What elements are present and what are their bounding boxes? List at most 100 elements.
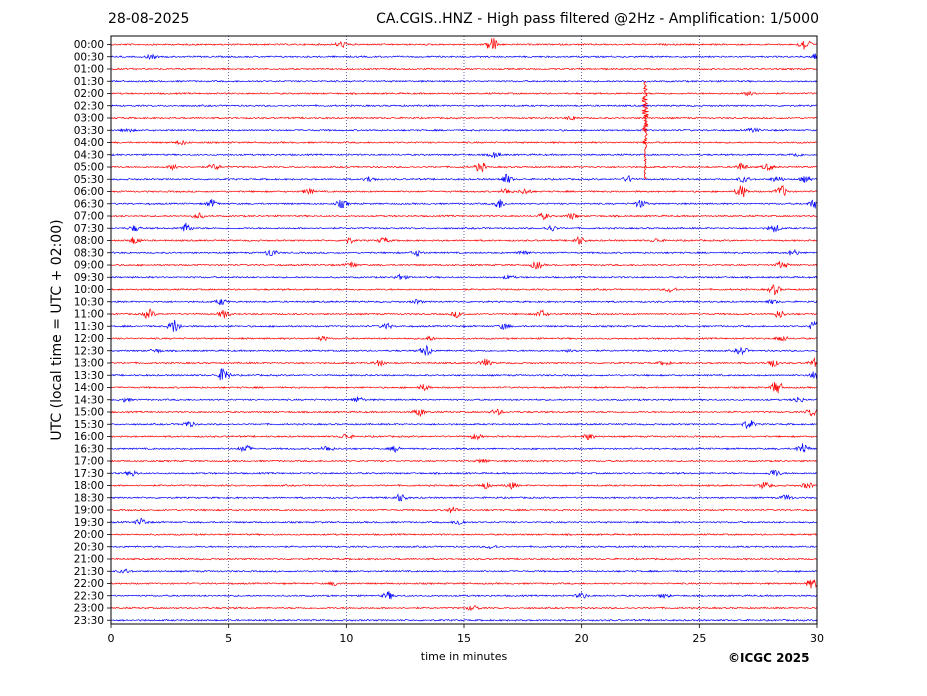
trace-row — [110, 344, 817, 357]
trace-row — [110, 90, 817, 97]
x-axis-label: time in minutes — [420, 650, 508, 663]
y-tick-label: 20:30 — [74, 541, 104, 553]
trace-row — [110, 506, 817, 514]
trace-row — [110, 152, 817, 159]
x-tick-label: 25 — [692, 632, 706, 645]
trace-row — [110, 604, 817, 611]
trace-row — [110, 517, 817, 526]
trace-row — [110, 335, 817, 342]
trace-row — [110, 184, 817, 198]
trace-row — [110, 236, 817, 245]
trace-row — [110, 568, 817, 574]
y-tick-label: 23:30 — [74, 615, 104, 627]
trace-row — [110, 469, 817, 477]
y-tick-label: 07:30 — [74, 223, 104, 235]
y-tick-label: 16:00 — [74, 431, 104, 443]
trace-row — [110, 127, 817, 134]
y-tick-label: 18:30 — [74, 492, 104, 504]
trace-row — [110, 37, 817, 50]
x-tick-label: 30 — [810, 632, 824, 645]
y-tick-label: 06:00 — [74, 186, 104, 198]
trace-row — [110, 212, 817, 221]
y-tick-label: 19:00 — [74, 505, 104, 517]
trace-row — [110, 173, 817, 183]
x-tick-label: 10 — [339, 632, 353, 645]
trace-row — [110, 139, 817, 146]
y-tick-label: 03:00 — [74, 113, 104, 125]
y-tick-label: 14:30 — [74, 394, 104, 406]
trace-row — [110, 298, 817, 306]
y-tick-label: 11:00 — [74, 309, 104, 321]
x-tick-label: 15 — [457, 632, 471, 645]
trace-row — [110, 544, 817, 549]
y-tick-label: 17:30 — [74, 468, 104, 480]
trace-row — [110, 53, 817, 60]
trace-row — [110, 67, 817, 71]
trace-row — [110, 382, 817, 394]
x-tick-label: 20 — [575, 632, 589, 645]
y-tick-label: 00:00 — [74, 39, 104, 51]
trace-row — [110, 591, 817, 600]
y-tick-label: 10:30 — [74, 296, 104, 308]
y-tick-label: 11:30 — [74, 321, 104, 333]
trace-row — [110, 261, 817, 270]
trace-row — [110, 357, 817, 368]
y-tick-label: 14:00 — [74, 382, 104, 394]
y-tick-label: 08:30 — [74, 247, 104, 259]
y-tick-label: 21:30 — [74, 566, 104, 578]
trace-row — [110, 420, 817, 429]
y-tick-label: 00:30 — [74, 51, 104, 63]
trace-row — [110, 79, 817, 83]
y-tick-label: 08:00 — [74, 235, 104, 247]
y-tick-label: 16:30 — [74, 443, 104, 455]
trace-row — [110, 104, 817, 108]
trace-row — [110, 319, 817, 332]
chart-title: CA.CGIS..HNZ - High pass filtered @2Hz -… — [376, 11, 819, 27]
y-tick-label: 22:30 — [74, 590, 104, 602]
y-tick-label: 07:00 — [74, 211, 104, 223]
y-tick-label: 18:00 — [74, 480, 104, 492]
y-tick-label: 02:30 — [74, 100, 104, 112]
y-tick-label: 15:30 — [74, 419, 104, 431]
y-axis-label: UTC (local time = UTC + 02:00) — [49, 219, 65, 441]
trace-row — [110, 222, 817, 233]
y-tick-label: 01:30 — [74, 76, 104, 88]
y-tick-label: 15:00 — [74, 407, 104, 419]
y-tick-label: 13:00 — [74, 358, 104, 370]
y-tick-label: 09:30 — [74, 272, 104, 284]
trace-row — [110, 199, 817, 209]
trace-row — [110, 248, 817, 257]
vertical-grid — [228, 36, 700, 624]
trace-row — [110, 396, 817, 403]
trace-row — [110, 557, 817, 561]
trace-row — [110, 493, 817, 502]
y-tick-label: 20:00 — [74, 529, 104, 541]
copyright-label: ©ICGC 2025 — [728, 651, 810, 665]
trace-row — [110, 481, 817, 490]
trace-row — [110, 532, 817, 537]
x-tick-label: 0 — [108, 632, 115, 645]
trace-row — [110, 618, 817, 622]
trace-row — [110, 308, 817, 319]
y-tick-label: 03:30 — [74, 125, 104, 137]
y-tick-label: 19:30 — [74, 517, 104, 529]
y-tick-label: 21:00 — [74, 554, 104, 566]
y-tick-label: 05:00 — [74, 162, 104, 174]
y-tick-label: 01:00 — [74, 64, 104, 76]
trace-row — [110, 273, 817, 280]
seismic-traces — [110, 37, 817, 622]
y-tick-label: 02:00 — [74, 88, 104, 100]
trace-row — [110, 162, 817, 173]
trace-row — [110, 368, 817, 381]
trace-row — [110, 115, 817, 121]
y-tick-label: 05:30 — [74, 174, 104, 186]
trace-row — [110, 443, 817, 454]
y-tick-label: 22:00 — [74, 578, 104, 590]
trace-row — [110, 458, 817, 464]
y-axis: 00:0000:3001:0001:3002:0002:3003:0003:30… — [74, 39, 111, 627]
trace-row — [110, 433, 817, 441]
transient-event — [641, 81, 649, 180]
y-tick-label: 10:00 — [74, 284, 104, 296]
trace-row — [110, 579, 817, 589]
y-tick-label: 12:30 — [74, 345, 104, 357]
